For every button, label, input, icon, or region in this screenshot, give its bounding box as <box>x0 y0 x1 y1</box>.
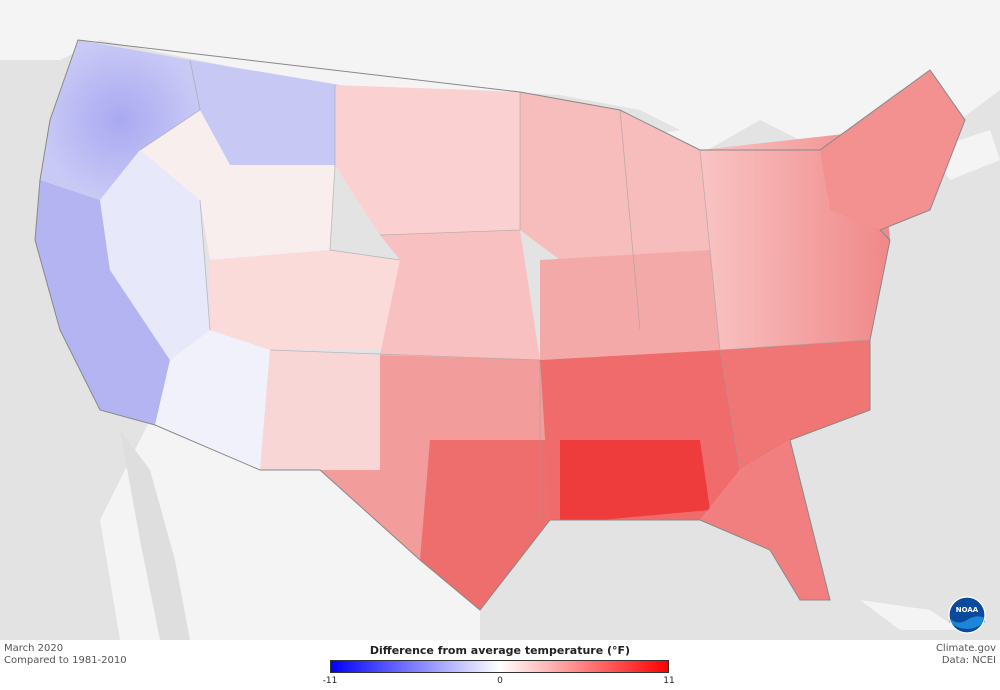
conus-outline <box>34 39 966 611</box>
region-arizona <box>155 330 270 470</box>
mexico-land <box>100 420 480 640</box>
region-florida <box>700 440 830 600</box>
region-midwest <box>540 250 720 360</box>
canada-land <box>0 0 1000 160</box>
footer: March 2020 Compared to 1981-2010 Climate… <box>0 640 1000 690</box>
legend-min-label: -11 <box>322 676 338 686</box>
region-southeast <box>720 340 870 470</box>
temperature-anomaly-map <box>0 0 1000 640</box>
source-site-label: Climate.gov <box>935 643 996 654</box>
legend-title: Difference from average temperature (°F) <box>369 644 631 657</box>
region-utah-colorado <box>210 250 400 350</box>
region-great-basin <box>100 150 210 360</box>
region-plains <box>380 230 540 360</box>
region-pacific-northwest <box>40 40 200 200</box>
data-source-label: Data: NCEI <box>941 655 996 666</box>
legend-max-label: 11 <box>663 676 675 686</box>
cuba-land <box>860 600 960 630</box>
svg-text:NOAA: NOAA <box>956 606 979 614</box>
region-montana <box>190 60 340 165</box>
legend-mid-label: 0 <box>497 676 503 686</box>
region-california <box>35 180 170 425</box>
region-dakotas <box>335 85 520 235</box>
baja-land <box>120 430 190 640</box>
legend-color-bar <box>330 660 669 673</box>
nova-scotia-land <box>930 130 1000 180</box>
baseline-label: Compared to 1981-2010 <box>4 655 127 666</box>
date-label: March 2020 <box>4 643 64 654</box>
noaa-logo: NOAA <box>948 596 986 634</box>
region-upper-midwest <box>520 92 710 260</box>
region-louisiana-mississippi <box>560 440 710 520</box>
region-new-england <box>820 70 965 230</box>
region-new-mexico <box>260 350 380 470</box>
region-gulf-coast-texas <box>420 440 550 610</box>
region-idaho-wyoming <box>140 110 335 260</box>
